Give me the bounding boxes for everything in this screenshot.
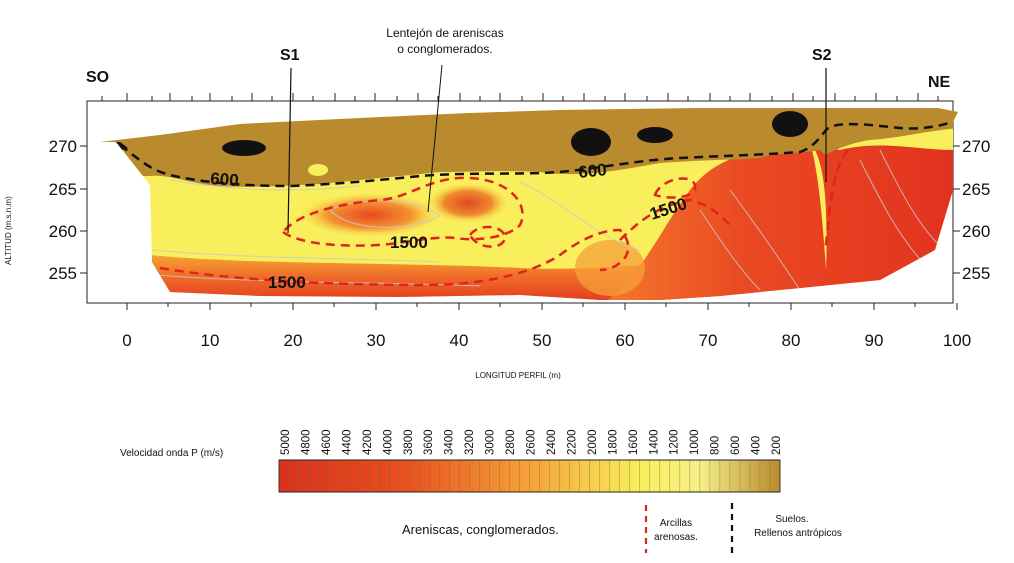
x-tick: 60 — [616, 331, 635, 350]
contour-label: 600 — [577, 160, 607, 182]
legend-tick-label: 2200 — [566, 429, 578, 455]
legend-tick-label: 600 — [730, 436, 742, 455]
legend-tick-label: 4600 — [321, 429, 333, 455]
legend-tick-label: 1600 — [628, 429, 640, 455]
y-tick-left: 260 — [49, 222, 77, 241]
legend-tick-label: 4200 — [362, 429, 374, 455]
legend-tick-label: 3800 — [403, 429, 415, 455]
annotation-line-2: o conglomerados. — [397, 42, 492, 56]
legend-soil-label-1: Suelos. — [775, 514, 808, 525]
x-tick: 30 — [367, 331, 386, 350]
x-tick: 70 — [699, 331, 718, 350]
y-tick-left: 270 — [49, 137, 77, 156]
orientation-left: SO — [86, 69, 109, 86]
legend-tick-label: 4800 — [300, 429, 312, 455]
legend-tick-label: 5000 — [280, 429, 292, 455]
legend-tick-label: 1400 — [648, 429, 660, 455]
orientation-right: NE — [928, 74, 951, 91]
legend-tick-label: 200 — [771, 436, 783, 455]
clay-boundaries — [159, 149, 849, 287]
legend-clay-label-2: arenosas. — [654, 532, 698, 543]
y-tick-right: 255 — [962, 264, 990, 283]
probe-label-s1: S1 — [280, 47, 300, 64]
section-frame — [86, 100, 954, 304]
annotation-leader — [427, 64, 443, 213]
legend-clay-label-1: Arcillas — [660, 518, 692, 529]
legend-soil-label-2: Rellenos antrópicos — [754, 528, 842, 539]
x-tick: 40 — [450, 331, 469, 350]
y-tick-right: 260 — [962, 222, 990, 241]
legend-tick-label: 1200 — [669, 429, 681, 455]
contour-label: 1500 — [390, 233, 428, 252]
legend-dividers — [278, 460, 781, 492]
legend-tick-label: 800 — [710, 436, 722, 455]
legend-tick-label: 4000 — [382, 429, 394, 455]
y-tick-left: 255 — [49, 264, 77, 283]
legend-tick-label: 2400 — [546, 429, 558, 455]
x-axis-label: LONGITUD PERFIL (m) — [475, 371, 561, 380]
legend-rock-label: Areniscas, conglomerados. — [402, 522, 559, 537]
legend-tick-label: 1000 — [689, 429, 701, 455]
y-tick-right: 265 — [962, 180, 990, 199]
legend-tick-label: 400 — [751, 436, 763, 455]
probe-label-s2: S2 — [812, 47, 832, 64]
x-tick: 100 — [943, 331, 971, 350]
legend-tick-labels: 5000 4800 4600 4400 4200 4000 3800 3600 3400 3200… — [280, 429, 783, 455]
soil-boundary — [119, 120, 953, 188]
legend-tick-label: 1800 — [607, 429, 619, 455]
legend-title: Velocidad onda P (m/s) — [120, 448, 223, 459]
x-tick: 90 — [865, 331, 884, 350]
x-tick: 80 — [782, 331, 801, 350]
legend-tick-label: 3000 — [485, 429, 497, 455]
legend-tick-label: 2600 — [526, 429, 538, 455]
legend-tick-label: 3400 — [444, 429, 456, 455]
y-axis-label: ALTITUD (m.s.n.m) — [4, 196, 13, 265]
probe-line-s1 — [287, 67, 292, 234]
annotation-line-1: Lentejón de areniscas — [386, 26, 503, 40]
x-tick: 0 — [122, 331, 131, 350]
legend-tick-label: 4400 — [341, 429, 353, 455]
legend-tick-label: 2000 — [587, 429, 599, 455]
x-tick: 50 — [533, 331, 552, 350]
side-tick-marks — [80, 145, 960, 274]
legend-tick-label: 3200 — [464, 429, 476, 455]
legend-tick-label: 3600 — [423, 429, 435, 455]
x-tick: 10 — [201, 331, 220, 350]
contour-label: 1500 — [268, 273, 306, 292]
y-tick-right: 270 — [962, 137, 990, 156]
y-tick-left: 265 — [49, 180, 77, 199]
velocity-profile — [100, 108, 958, 300]
legend-tick-label: 2800 — [505, 429, 517, 455]
contour-label: 600 — [210, 169, 240, 190]
x-tick: 20 — [284, 331, 303, 350]
bottom-tick-marks — [126, 303, 958, 310]
top-tick-marks — [101, 93, 939, 101]
